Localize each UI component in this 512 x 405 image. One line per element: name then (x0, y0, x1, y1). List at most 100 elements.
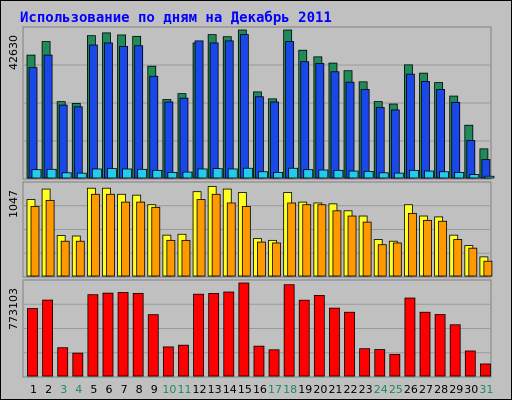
x-tick-label-31: 31 (479, 383, 493, 396)
bar-p3-s1-day-10 (162, 346, 174, 377)
bar-p3-s1-day-26 (404, 297, 416, 377)
bar-p1-s2-day-6 (104, 42, 113, 179)
bar-p2-s2-day-4 (75, 240, 85, 277)
bar-p3-s1-day-31 (479, 363, 491, 377)
bar-p3-s1-day-1 (27, 308, 38, 377)
bar-p1-s2-day-20 (315, 63, 325, 179)
x-tick-label-29: 29 (449, 383, 463, 396)
bar-p1-s3-day-18 (288, 167, 299, 179)
x-tick-label-23: 23 (359, 383, 373, 396)
bar-p1-s2-day-18 (285, 41, 295, 179)
bar-p2-s2-day-11 (181, 239, 191, 277)
bar-p1-s3-day-30 (469, 174, 480, 179)
bar-p1-s2-day-8 (134, 45, 144, 179)
axis-max-label: 1047 (7, 190, 20, 218)
bar-p2-s2-day-12 (196, 199, 206, 277)
axis-max-label: 773103 (7, 288, 20, 330)
x-axis-labels: 1 2 3 4 5 6 7 8 9 10 11 12 13 14 15 16 17 18 19 20 21 22 23 24 2… (30, 383, 493, 396)
bar-p1-s2-day-7 (119, 46, 128, 179)
bar-p2-s2-day-21 (332, 210, 342, 277)
bar-p2-s2-day-9 (151, 206, 161, 277)
bar-p2-s2-day-24 (377, 244, 387, 277)
bar-p2-s2-day-15 (241, 206, 251, 277)
x-tick-label-12: 12 (193, 383, 207, 396)
bar-p3-s1-day-9 (147, 314, 159, 377)
x-tick-label-9: 9 (151, 383, 158, 396)
x-tick-label-21: 21 (328, 383, 342, 396)
chart-title: Использование по дням на Декабрь 2011 (20, 10, 332, 26)
bar-p1-s2-day-26 (406, 73, 415, 179)
bar-p1-s3-day-6 (107, 168, 117, 179)
bar-p3-s1-day-13 (208, 293, 220, 377)
bar-p1-s3-day-26 (409, 169, 419, 179)
x-tick-label-18: 18 (283, 383, 297, 396)
bar-p1-s3-day-1 (31, 169, 42, 179)
bar-p2-s2-day-26 (408, 213, 417, 277)
x-tick-label-11: 11 (177, 383, 191, 396)
bar-p1-s2-day-23 (360, 89, 370, 179)
bar-p3-s1-day-25 (389, 353, 401, 377)
x-tick-label-7: 7 (121, 383, 128, 396)
bar-p1-s2-day-21 (330, 71, 340, 179)
x-tick-label-14: 14 (223, 383, 237, 396)
bar-p2-s2-day-10 (166, 239, 176, 277)
bar-p1-s3-day-13 (212, 168, 223, 179)
bar-p2-s2-day-29 (453, 239, 463, 277)
bar-p2-s2-day-20 (317, 204, 327, 277)
bar-p1-s3-day-9 (152, 169, 163, 179)
bar-p1-s2-day-5 (88, 44, 98, 179)
axis-max-label: 42630 (7, 35, 20, 70)
bar-p2-s2-day-28 (438, 220, 448, 277)
x-tick-label-27: 27 (419, 383, 433, 396)
bar-p2-s2-day-27 (423, 219, 432, 277)
x-tick-label-26: 26 (404, 383, 418, 396)
bar-p1-s3-day-28 (439, 171, 450, 179)
x-tick-label-3: 3 (60, 383, 67, 396)
bar-p1-s3-day-11 (182, 171, 193, 179)
bar-p1-s3-day-21 (333, 169, 344, 179)
x-tick-label-2: 2 (45, 383, 52, 396)
bar-p2-s2-day-19 (302, 204, 312, 277)
bar-p2-s2-day-18 (287, 202, 297, 277)
bar-p1-s3-day-22 (348, 170, 359, 179)
bar-p2-s2-day-1 (30, 206, 40, 277)
x-tick-label-1: 1 (30, 383, 37, 396)
x-tick-label-19: 19 (298, 383, 312, 396)
panel-2: 1047 (7, 181, 493, 278)
bar-p2-s2-day-22 (347, 215, 357, 277)
bar-p2-s2-day-2 (45, 199, 55, 277)
bar-p3-s1-day-21 (329, 307, 340, 377)
x-tick-label-22: 22 (344, 383, 358, 396)
bar-p1-s2-day-25 (390, 109, 400, 179)
bar-p1-s3-day-12 (197, 168, 208, 179)
bar-p3-s1-day-8 (132, 292, 144, 377)
bar-p3-s1-day-22 (344, 311, 355, 377)
x-tick-label-5: 5 (90, 383, 97, 396)
bar-p1-s2-day-30 (466, 140, 476, 179)
bar-p3-s1-day-15 (238, 282, 250, 377)
bar-p1-s3-day-15 (242, 167, 253, 179)
bar-p1-s2-day-9 (149, 75, 159, 179)
bar-p1-s2-day-2 (43, 54, 53, 179)
bar-p1-s3-day-23 (363, 170, 374, 179)
x-tick-label-24: 24 (374, 383, 388, 396)
x-tick-label-16: 16 (253, 383, 267, 396)
bar-p1-s3-day-7 (122, 168, 132, 179)
bar-p3-s1-day-14 (223, 291, 235, 377)
x-tick-label-28: 28 (434, 383, 448, 396)
bar-p2-s2-day-3 (60, 240, 70, 277)
bar-p3-s1-day-11 (178, 344, 189, 377)
panel-1: 42630 (7, 26, 495, 180)
bar-p1-s3-day-8 (137, 168, 148, 179)
bar-p3-s1-day-7 (117, 292, 129, 377)
bar-p1-s2-day-1 (28, 67, 38, 179)
bar-p1-s3-day-24 (378, 172, 389, 179)
bar-p2-s2-day-25 (392, 242, 402, 277)
bar-p3-s1-day-19 (298, 299, 310, 377)
bar-p1-s2-day-28 (436, 89, 446, 179)
bar-p1-s2-day-29 (451, 101, 461, 179)
bar-p1-s3-day-5 (91, 168, 102, 179)
bar-p1-s2-day-13 (209, 42, 219, 179)
x-tick-label-4: 4 (75, 383, 82, 396)
